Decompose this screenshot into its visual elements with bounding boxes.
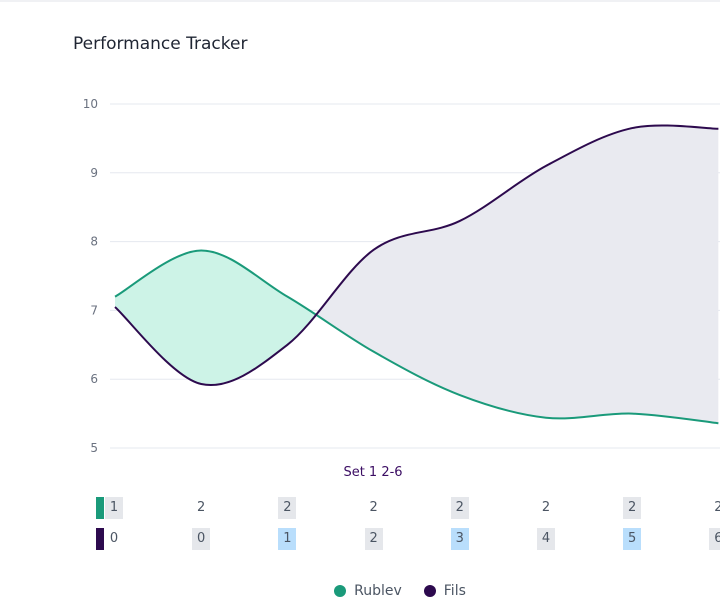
score-cell: 2	[541, 500, 551, 515]
y-tick-label: 6	[90, 372, 98, 386]
x-axis-label: Set 1 2-6	[343, 465, 402, 480]
score-cell: 6	[709, 528, 720, 550]
series-color-marker	[96, 528, 104, 550]
legend-dot-icon	[423, 585, 436, 597]
y-tick-label: 7	[90, 303, 98, 317]
legend-dot-icon	[334, 585, 347, 597]
score-cell: 4	[537, 528, 555, 550]
legend-item[interactable]: Fils	[423, 583, 466, 599]
rublev-line	[114, 249, 719, 425]
series-color-marker	[96, 497, 104, 519]
legend: Rublev Fils	[0, 583, 720, 599]
score-cell: 0	[109, 531, 119, 546]
score-cell: 2	[278, 497, 297, 519]
score-cell: 2	[197, 500, 206, 515]
score-cell: 0	[192, 528, 211, 550]
top-border	[0, 0, 720, 2]
legend-label: Fils	[443, 583, 466, 599]
score-cell: 2	[623, 497, 642, 519]
score-cell: 2	[450, 497, 469, 519]
y-tick-label: 10	[83, 97, 98, 111]
score-cell: 2	[364, 528, 383, 550]
y-tick-label: 5	[90, 441, 98, 455]
chart-title: Performance Tracker	[73, 34, 248, 54]
y-tick-label: 8	[90, 235, 98, 249]
score-cell: 3	[450, 528, 469, 550]
score-cell: 1	[278, 528, 297, 550]
legend-item[interactable]: Rublev	[334, 583, 402, 599]
score-cell: 2	[369, 500, 378, 515]
fils-line	[114, 124, 719, 387]
rublev-ahead-area	[115, 250, 719, 386]
score-cell: 5	[623, 528, 642, 550]
legend-label: Rublev	[354, 583, 402, 599]
score-cell: 2	[714, 500, 720, 515]
y-tick-label: 9	[90, 166, 98, 180]
score-cell: 1	[105, 497, 123, 519]
